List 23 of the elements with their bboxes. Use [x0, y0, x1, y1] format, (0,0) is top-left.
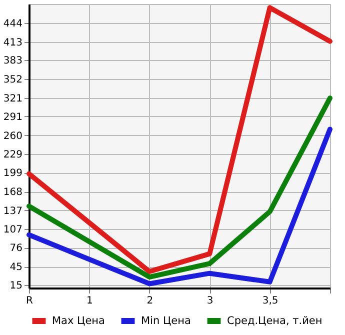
- legend-label: Сред.Цена, т.йен: [227, 315, 322, 327]
- y-tick-label: 137: [3, 206, 22, 217]
- legend-label: Min Цена: [141, 315, 191, 327]
- x-tick-label: 1: [86, 296, 93, 306]
- x-tick-label: R: [26, 296, 34, 306]
- x-tick-label: 3: [206, 296, 214, 306]
- y-tick-label: 291: [3, 112, 22, 123]
- y-tick-label: 352: [3, 74, 22, 86]
- y-tick-label: 168: [3, 187, 22, 198]
- y-tick-label: 199: [3, 168, 22, 180]
- y-tick-label: 107: [3, 224, 22, 236]
- legend-label: Max Цена: [52, 315, 105, 327]
- y-tick-label: 413: [3, 37, 22, 48]
- x-tick-label: 2: [146, 296, 154, 306]
- y-tick-label: 444: [3, 18, 22, 30]
- y-tick-label: 76: [10, 243, 22, 254]
- y-tick-label: 229: [3, 150, 22, 161]
- y-tick-label: 383: [3, 56, 22, 67]
- x-tick-label: 3,5: [262, 296, 278, 306]
- y-tick-label: 260: [3, 130, 22, 142]
- y-tick-label: 321: [3, 94, 22, 105]
- y-tick-label: 45: [10, 262, 22, 274]
- y-tick-label: 15: [10, 280, 22, 292]
